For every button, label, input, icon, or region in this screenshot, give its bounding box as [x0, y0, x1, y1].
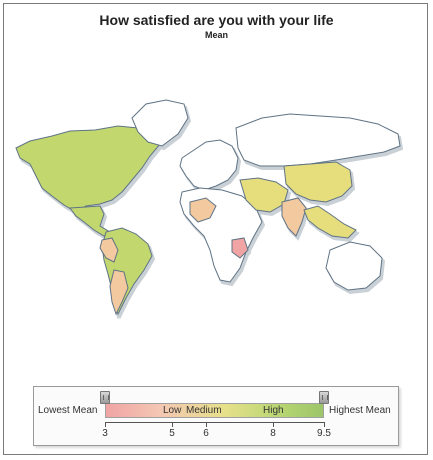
region-north-america[interactable]	[15, 125, 161, 213]
legend-gradient	[105, 403, 324, 418]
legend-band-medium: Medium	[186, 405, 222, 416]
region-peru[interactable]	[99, 237, 119, 263]
legend-tick-2	[206, 422, 207, 427]
legend-band-low: Low	[163, 405, 182, 416]
legend-tick-label-0: 3	[102, 428, 108, 439]
region-europe[interactable]	[179, 139, 239, 191]
legend-axis-line	[105, 422, 324, 423]
region-mali[interactable]	[189, 197, 217, 223]
legend-tick-label-4: 9.5	[317, 428, 331, 439]
legend-tick-1	[172, 422, 173, 427]
region-tanzania[interactable]	[231, 237, 249, 259]
map-subtitle: Mean	[204, 30, 228, 40]
legend-band-high: High	[263, 405, 284, 416]
region-china[interactable]	[283, 161, 353, 203]
legend-lowest-label: Lowest Mean	[38, 405, 98, 416]
region-australia[interactable]	[325, 241, 383, 291]
region-india[interactable]	[281, 197, 307, 237]
map-title: How satisfied are you with your life	[99, 12, 334, 28]
region-russia[interactable]	[235, 113, 401, 167]
legend-tick-label-1: 5	[169, 428, 175, 439]
region-southeast-asia[interactable]	[303, 205, 357, 239]
legend-tick-3	[273, 422, 274, 427]
legend-tick-label-3: 8	[270, 428, 276, 439]
legend-tick-label-2: 6	[203, 428, 209, 439]
legend-tick-4	[324, 422, 325, 427]
legend-tick-0	[105, 422, 106, 427]
regions-layer	[15, 99, 404, 320]
region-argentina[interactable]	[109, 269, 129, 316]
legend-highest-label: Highest Mean	[329, 405, 391, 416]
region-greenland[interactable]	[131, 99, 189, 147]
legend-max-handle[interactable]	[319, 391, 329, 404]
legend-min-handle[interactable]	[100, 391, 110, 404]
